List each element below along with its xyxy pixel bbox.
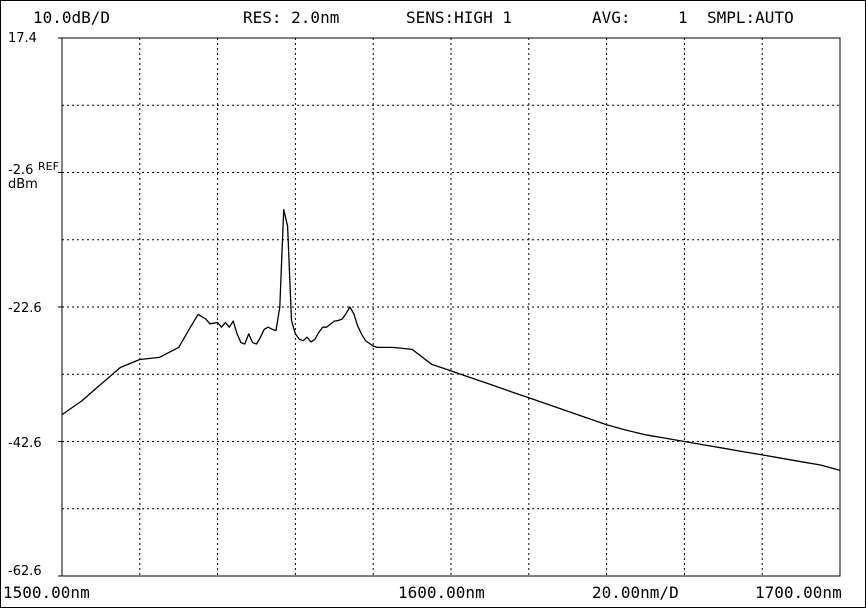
spectrum-trace [61, 208, 841, 472]
y-tick-label: -2.6 [8, 163, 34, 178]
span-per-division-label: 20.00nm/D [592, 583, 679, 602]
y-tick-label: 17.4 [8, 31, 37, 46]
resolution-readout: RES: 2.0nm [243, 8, 340, 27]
average-value: 1 [678, 8, 688, 27]
start-wavelength-label: 1500.00nm [3, 583, 90, 602]
sampling-readout: SMPL:AUTO [707, 8, 794, 27]
sensitivity-readout: SENS:HIGH 1 [406, 8, 512, 27]
y-tick-label: -22.6 [8, 301, 42, 316]
y-tick-label: -62.6 [8, 564, 42, 579]
center-wavelength-label: 1600.00nm [398, 583, 485, 602]
y-tick-label: -42.6 [8, 436, 42, 451]
average-label: AVG: [592, 8, 631, 27]
y-unit-label: dBm [8, 177, 38, 192]
reference-level-label: REF [38, 160, 59, 173]
scale-readout: 10.0dB/D [33, 8, 111, 27]
stop-wavelength-label: 1700.00nm [755, 583, 842, 602]
